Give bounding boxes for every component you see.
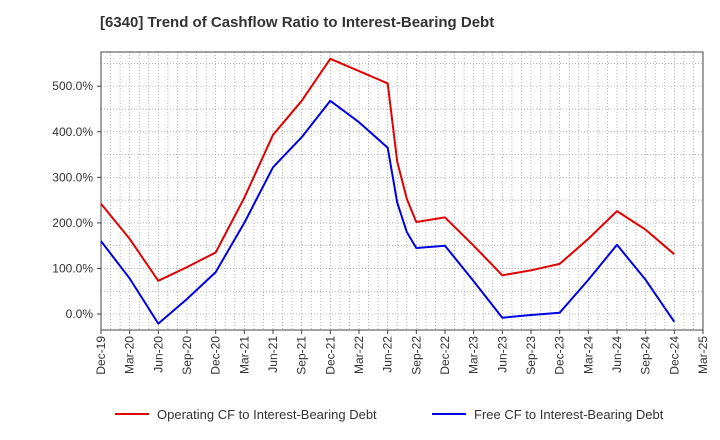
x-tick-label: Sep-20 [180, 336, 194, 375]
chart-title: [6340] Trend of Cashflow Ratio to Intere… [100, 14, 495, 31]
x-tick-label: Dec-24 [667, 336, 681, 375]
x-tick-label: Dec-22 [438, 336, 452, 375]
x-tick-label: Sep-21 [295, 336, 309, 375]
legend: Operating CF to Interest-Bearing Debt Fre… [115, 407, 664, 422]
plot-area [100, 51, 704, 331]
x-axis: Dec-19 Mar-20 Jun-20 Sep-20 Dec-20 Mar-21 Jun-… [94, 330, 710, 375]
y-tick-label: 100.0% [52, 261, 93, 275]
x-tick-label: Mar-20 [123, 336, 137, 374]
x-tick-label: Jun-24 [610, 336, 624, 373]
x-tick-label: Sep-24 [639, 336, 653, 375]
y-tick-label: 300.0% [52, 170, 93, 184]
series-line-2 [100, 99, 676, 325]
x-tick-label: Dec-20 [209, 336, 223, 375]
y-tick-label: 0.0% [66, 307, 94, 321]
x-tick-label: Mar-24 [581, 336, 595, 374]
grid [101, 52, 703, 330]
x-tick-label: Dec-21 [323, 336, 337, 375]
x-tick-label: Mar-23 [467, 336, 481, 374]
y-tick-label: 400.0% [52, 125, 93, 139]
x-tick-label: Jun-21 [266, 336, 280, 373]
series-line-1 [100, 57, 675, 282]
y-tick-label: 200.0% [52, 216, 93, 230]
x-tick-label: Mar-22 [352, 336, 366, 374]
series-lines [100, 57, 676, 325]
x-tick-label: Jun-22 [381, 336, 395, 373]
x-tick-label: Mar-25 [696, 336, 710, 374]
x-tick-label: Sep-23 [524, 336, 538, 375]
y-tick-label: 500.0% [52, 79, 93, 93]
x-tick-label: Dec-23 [553, 336, 567, 375]
x-tick-label: Jun-20 [151, 336, 165, 373]
x-tick-label: Dec-19 [94, 336, 108, 375]
x-tick-label: Sep-22 [409, 336, 423, 375]
legend-label-2: Free CF to Interest-Bearing Debt [474, 407, 664, 422]
x-tick-label: Jun-23 [495, 336, 509, 373]
x-tick-label: Mar-21 [237, 336, 251, 374]
legend-label-1: Operating CF to Interest-Bearing Debt [157, 407, 377, 422]
y-axis: 0.0% 100.0% 200.0% 300.0% 400.0% 500.0% [52, 79, 101, 321]
